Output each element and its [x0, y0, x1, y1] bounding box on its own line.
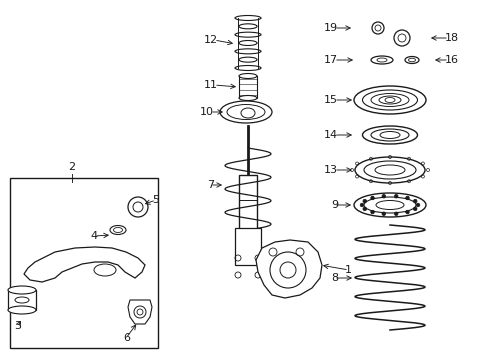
Text: 12: 12 — [203, 35, 218, 45]
Bar — [235, 228, 261, 265]
Circle shape — [415, 203, 419, 207]
Circle shape — [381, 212, 385, 216]
Text: 14: 14 — [323, 130, 337, 140]
Ellipse shape — [353, 86, 425, 114]
Text: 9: 9 — [330, 200, 337, 210]
Text: 11: 11 — [203, 80, 218, 90]
Ellipse shape — [239, 73, 257, 78]
Ellipse shape — [239, 95, 257, 100]
Ellipse shape — [353, 193, 425, 217]
Text: 10: 10 — [200, 107, 214, 117]
Text: 16: 16 — [444, 55, 458, 65]
Text: 4: 4 — [91, 231, 98, 241]
Circle shape — [362, 207, 366, 211]
Text: 18: 18 — [444, 33, 458, 43]
Circle shape — [362, 199, 366, 203]
Circle shape — [393, 30, 409, 46]
Text: 19: 19 — [323, 23, 337, 33]
Bar — [239, 175, 257, 230]
Ellipse shape — [370, 56, 392, 64]
Text: 13: 13 — [324, 165, 337, 175]
Circle shape — [134, 306, 146, 318]
Text: 17: 17 — [323, 55, 337, 65]
Circle shape — [128, 197, 148, 217]
Circle shape — [269, 252, 305, 288]
Circle shape — [370, 210, 374, 214]
Circle shape — [412, 199, 416, 203]
Circle shape — [405, 196, 408, 200]
Circle shape — [371, 22, 383, 34]
Polygon shape — [256, 240, 321, 298]
Text: 5: 5 — [152, 195, 159, 205]
Circle shape — [280, 262, 295, 278]
Ellipse shape — [404, 57, 418, 63]
Text: 15: 15 — [324, 95, 337, 105]
Circle shape — [370, 196, 374, 200]
Text: 3: 3 — [14, 321, 21, 331]
Ellipse shape — [362, 126, 417, 144]
Bar — [239, 76, 257, 98]
Circle shape — [381, 194, 385, 198]
Text: 6: 6 — [123, 333, 130, 343]
Circle shape — [394, 212, 397, 216]
Bar — [8, 290, 36, 310]
Ellipse shape — [8, 306, 36, 314]
Ellipse shape — [8, 286, 36, 294]
Circle shape — [394, 194, 397, 198]
Circle shape — [412, 207, 416, 211]
Polygon shape — [24, 247, 145, 282]
Ellipse shape — [110, 225, 126, 234]
Text: 1: 1 — [345, 265, 351, 275]
Text: 7: 7 — [206, 180, 214, 190]
Circle shape — [405, 210, 408, 214]
Circle shape — [360, 203, 363, 207]
Ellipse shape — [354, 157, 424, 183]
Polygon shape — [128, 300, 152, 324]
Text: 2: 2 — [68, 162, 76, 172]
Text: 8: 8 — [330, 273, 337, 283]
Bar — [10, 178, 158, 348]
